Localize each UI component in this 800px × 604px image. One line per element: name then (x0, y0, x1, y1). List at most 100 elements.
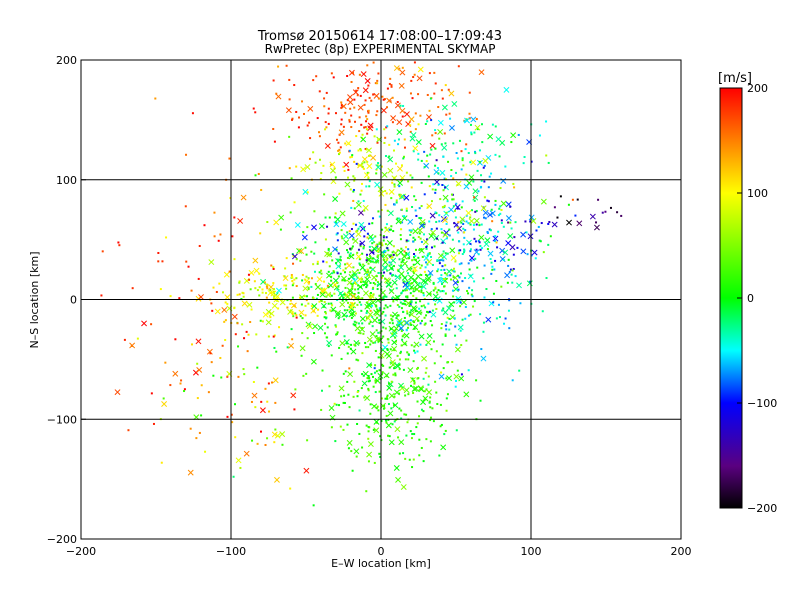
data-point-dot (470, 209, 473, 212)
data-point-dot (390, 197, 393, 200)
data-point-dot (412, 294, 415, 297)
data-point-dot (449, 274, 452, 277)
data-point-dot (400, 247, 403, 250)
data-point-dot (401, 66, 404, 69)
data-point-dot (366, 301, 369, 304)
data-point-dot (310, 277, 313, 280)
data-point-dot (514, 221, 517, 224)
data-point-dot (382, 98, 385, 101)
data-point-dot (321, 369, 324, 372)
data-point-cross (482, 209, 489, 216)
data-point-dot (377, 97, 380, 100)
data-point-dot (301, 100, 304, 103)
data-point-dot (479, 399, 482, 402)
data-point-dot (435, 350, 438, 353)
data-point-dot (429, 97, 432, 100)
data-point-dot (372, 286, 375, 289)
data-point-dot (427, 311, 430, 314)
data-point-dot (483, 296, 486, 299)
data-point-dot (464, 317, 467, 320)
data-point-cross (224, 294, 231, 301)
data-point-dot (537, 225, 540, 228)
data-point-dot (406, 272, 409, 275)
data-point-dot (416, 400, 419, 403)
data-point-cross (357, 104, 364, 111)
data-point-dot (330, 294, 333, 297)
data-point-dot (366, 268, 369, 271)
data-point-cross (388, 188, 395, 195)
data-point-dot (347, 393, 350, 396)
data-point-dot (414, 209, 417, 212)
data-point-dot (334, 176, 337, 179)
data-point-dot (440, 371, 443, 374)
data-point-dot (384, 304, 387, 307)
data-point-dot (329, 309, 332, 312)
data-point-dot (351, 274, 354, 277)
data-point-dot (494, 235, 497, 238)
data-point-dot (375, 335, 378, 338)
data-point-dot (460, 262, 463, 265)
data-point-dot (451, 289, 454, 292)
data-point-dot (377, 162, 380, 165)
data-point-cross (400, 484, 407, 490)
data-point-cross (482, 157, 489, 164)
data-point-dot (410, 437, 413, 440)
data-point-dot (399, 301, 402, 304)
data-point-dot (426, 93, 429, 96)
data-point-dot (461, 280, 464, 283)
data-point-dot (512, 267, 515, 270)
data-point-cross (291, 253, 298, 260)
data-point-dot (351, 245, 354, 248)
data-point-dot (490, 172, 493, 175)
data-point-dot (270, 381, 273, 384)
data-point-cross (195, 338, 202, 345)
data-point-dot (242, 295, 245, 298)
data-point-dot (433, 362, 436, 365)
data-point-dot (481, 247, 484, 250)
data-point-dot (473, 280, 476, 283)
data-point-dot (413, 379, 416, 382)
data-point-dot (306, 226, 309, 229)
data-point-cross (354, 325, 361, 332)
data-point-dot (369, 281, 372, 284)
data-point-cross (393, 65, 400, 72)
data-point-dot (338, 264, 341, 267)
data-point-dot (469, 216, 472, 219)
data-point-dot (249, 321, 252, 324)
data-point-dot (463, 120, 466, 123)
data-point-cross (441, 104, 448, 111)
data-point-cross (367, 122, 374, 129)
data-point-cross (452, 274, 459, 281)
data-point-dot (422, 294, 425, 297)
data-point-cross (310, 358, 317, 365)
data-point-dot (499, 205, 502, 208)
data-point-dot (454, 260, 457, 263)
data-point-dot (346, 231, 349, 234)
data-point-dot (343, 394, 346, 397)
data-point-dot (402, 155, 405, 158)
data-point-dot (380, 276, 383, 279)
data-point-dot (336, 331, 339, 334)
data-point-cross (260, 278, 267, 285)
data-point-dot (396, 354, 399, 357)
data-point-dot (349, 347, 352, 350)
data-point-dot (511, 281, 514, 284)
data-point-dot (437, 183, 440, 186)
data-point-dot (391, 322, 394, 325)
data-point-dot (576, 198, 579, 201)
data-point-dot (482, 321, 485, 324)
data-point-dot (509, 205, 512, 208)
data-point-dot (377, 331, 380, 334)
data-point-cross (365, 315, 372, 322)
data-point-cross (366, 362, 373, 369)
data-point-dot (359, 245, 362, 248)
data-point-dot (385, 223, 388, 226)
data-point-dot (384, 314, 387, 317)
data-point-cross (438, 373, 445, 380)
data-point-cross (487, 250, 494, 257)
data-point-cross (478, 69, 485, 76)
data-point-cross (274, 293, 281, 300)
data-point-dot (429, 273, 432, 276)
data-point-dot (391, 181, 394, 184)
data-point-dot (403, 413, 406, 416)
